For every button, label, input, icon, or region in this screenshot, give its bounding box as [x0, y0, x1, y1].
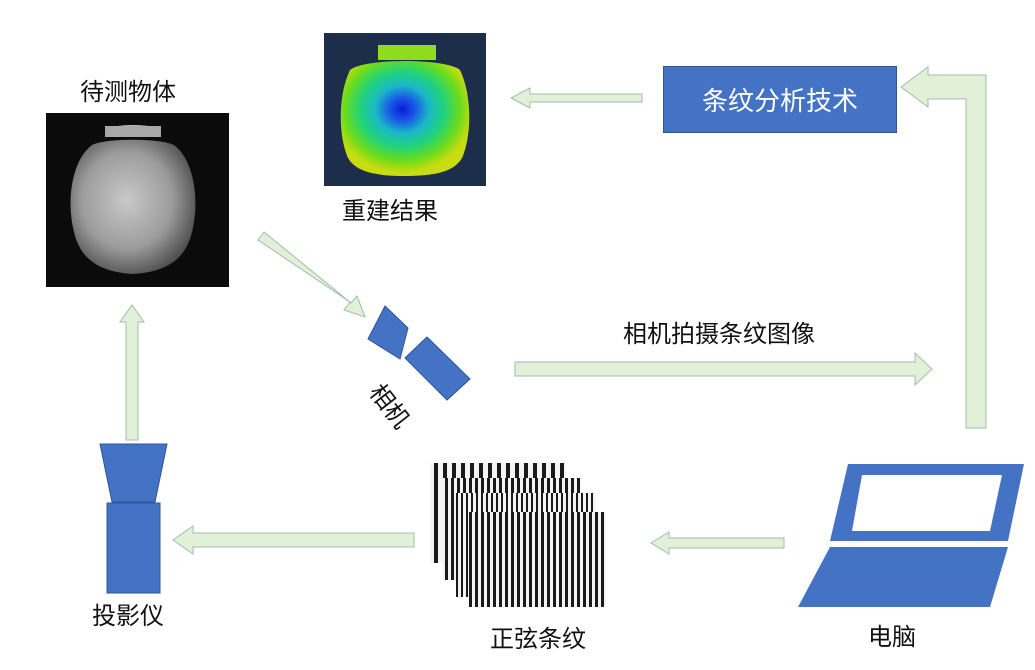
capture-label: 相机拍摄条纹图像 [623, 320, 815, 348]
depth-vase-icon [340, 45, 470, 176]
projector-label: 投影仪 [92, 602, 164, 630]
arrow-camera-to-computer [514, 351, 933, 387]
object-photo [46, 113, 229, 287]
technique-label: 条纹分析技术 [701, 87, 858, 117]
arrow-computer-to-technique [900, 66, 987, 429]
projector-icon [99, 443, 168, 594]
laptop-icon [798, 464, 1024, 607]
object-label: 待测物体 [80, 78, 176, 106]
fringes-label: 正弦条纹 [490, 625, 586, 653]
reconstruction-label: 重建结果 [342, 197, 438, 225]
arrow-object-to-camera [257, 231, 366, 318]
vase-icon [70, 125, 196, 274]
fringe-stack [430, 463, 606, 607]
arrow-projector-to-object [119, 304, 145, 441]
camera-icon [367, 305, 471, 401]
computer-label: 电脑 [868, 623, 916, 651]
arrow-computer-to-fringes [650, 531, 785, 555]
technique-box: 条纹分析技术 [663, 66, 897, 133]
reconstruction-image [324, 33, 486, 186]
arrow-fringes-to-projector [172, 525, 415, 555]
arrow-technique-to-reconstruction [509, 87, 643, 109]
